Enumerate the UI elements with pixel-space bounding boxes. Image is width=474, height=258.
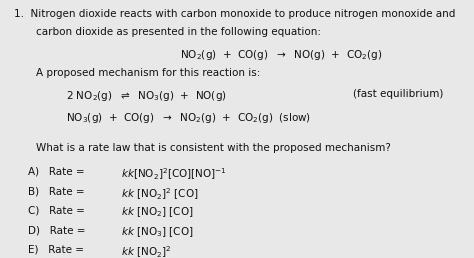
Text: What is a rate law that is consistent with the proposed mechanism?: What is a rate law that is consistent wi… xyxy=(36,143,391,153)
Text: A)   Rate =: A) Rate = xyxy=(28,166,88,176)
Text: B)   Rate =: B) Rate = xyxy=(28,186,88,196)
Text: $\it{k}$$k\ [\mathrm{NO_2}]^2\ [\mathrm{CO}]$: $\it{k}$$k\ [\mathrm{NO_2}]^2\ [\mathrm{… xyxy=(121,186,199,202)
Text: $\it{k}$$k[\mathrm{NO_2}]^2[\mathrm{CO}][\mathrm{NO}]^{-1}$: $\it{k}$$k[\mathrm{NO_2}]^2[\mathrm{CO}]… xyxy=(121,166,227,182)
Text: carbon dioxide as presented in the following equation:: carbon dioxide as presented in the follo… xyxy=(36,27,320,37)
Text: $\mathrm{NO_3(g)}$  +  $\mathrm{CO(g)}$  $\rightarrow$  $\mathrm{NO_2(g)}$  +  $: $\mathrm{NO_3(g)}$ + $\mathrm{CO(g)}$ $\… xyxy=(66,111,311,125)
Text: $\it{k}$$k\ [\mathrm{NO_2}]\ [\mathrm{CO}]$: $\it{k}$$k\ [\mathrm{NO_2}]\ [\mathrm{CO… xyxy=(121,206,193,220)
Text: (fast equilibrium): (fast equilibrium) xyxy=(353,89,444,99)
Text: $\it{k}$$k\ [\mathrm{NO_3}]\ [\mathrm{CO}]$: $\it{k}$$k\ [\mathrm{NO_3}]\ [\mathrm{CO… xyxy=(121,225,193,239)
Text: $\it{k}$$k\ [\mathrm{NO_2}]^2$: $\it{k}$$k\ [\mathrm{NO_2}]^2$ xyxy=(121,245,171,258)
Text: A proposed mechanism for this reaction is:: A proposed mechanism for this reaction i… xyxy=(36,68,260,78)
Text: $\mathrm{NO_2(g)}$  +  $\mathrm{CO(g)}$  $\rightarrow$  $\mathrm{NO(g)}$  +  $\m: $\mathrm{NO_2(g)}$ + $\mathrm{CO(g)}$ $\… xyxy=(180,48,383,62)
Text: C)   Rate =: C) Rate = xyxy=(28,206,89,216)
Text: D)   Rate =: D) Rate = xyxy=(28,225,89,235)
Text: $\mathrm{2\ NO_2(g)}$  $\rightleftharpoons$  $\mathrm{NO_3(g)}$  +  $\mathrm{NO(: $\mathrm{2\ NO_2(g)}$ $\rightleftharpoon… xyxy=(66,89,227,103)
Text: E)   Rate =: E) Rate = xyxy=(28,245,88,255)
Text: 1.  Nitrogen dioxide reacts with carbon monoxide to produce nitrogen monoxide an: 1. Nitrogen dioxide reacts with carbon m… xyxy=(14,9,456,19)
